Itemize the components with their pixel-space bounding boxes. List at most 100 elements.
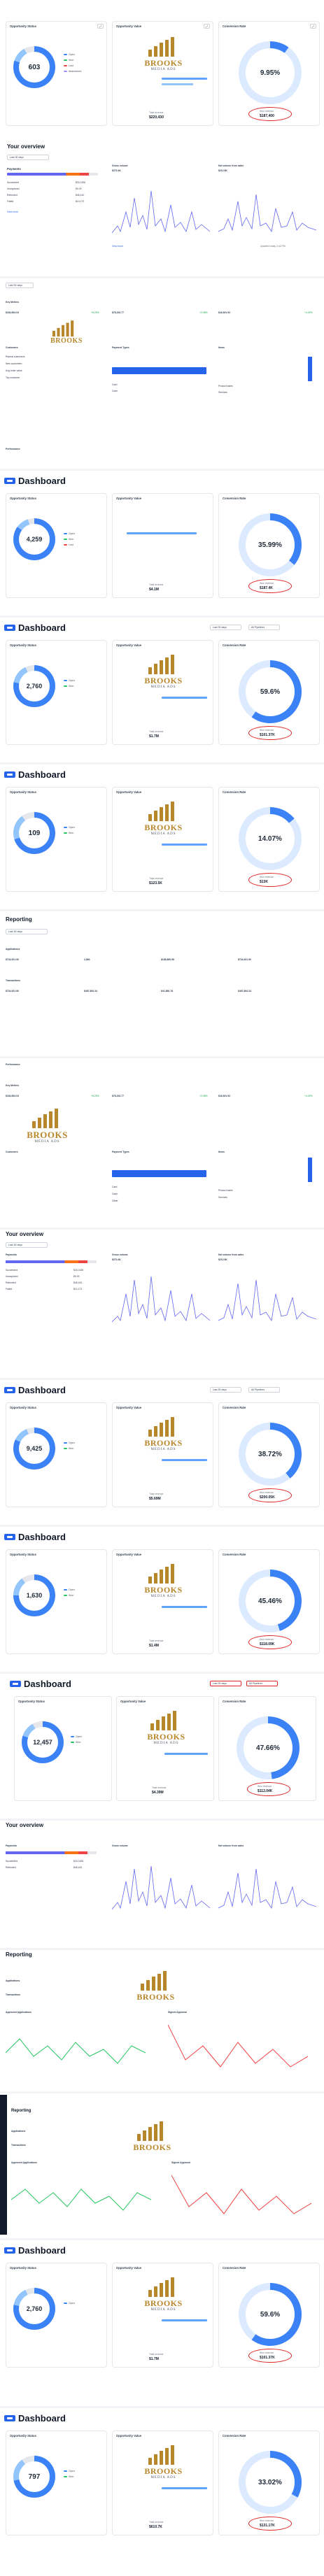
- card-title: Opportunity Value: [116, 2434, 142, 2438]
- total-revenue-value: $1.4M: [149, 1644, 159, 1648]
- reporting-title: Reporting: [6, 916, 32, 923]
- date-select[interactable]: Last 30 days: [210, 1387, 241, 1393]
- card-title: Conversion Rate: [223, 2266, 246, 2270]
- date-select[interactable]: Last 30 days: [210, 625, 241, 630]
- payment-row: Failed: [7, 200, 14, 203]
- performance-title: Performance: [6, 1063, 20, 1066]
- metric-value: $183,654.04: [6, 311, 19, 314]
- value-bar: [162, 844, 207, 846]
- payments-title: Payments: [7, 167, 21, 171]
- conversion-rate: 59.6%: [246, 2290, 295, 2339]
- divider: [0, 1672, 324, 1674]
- total-revenue-label: Total revenue: [149, 1493, 164, 1495]
- opportunity-value-card: Opportunity Value ⤢ BROOKS MEDIA ADS Tot…: [112, 21, 213, 126]
- conversion-rate: 45.46%: [246, 1577, 295, 1625]
- card-title: Opportunity Value: [116, 1553, 142, 1556]
- approved-apps-chart: [11, 2189, 151, 2211]
- view-more-link[interactable]: View more: [112, 245, 123, 248]
- payment-row: Cash: [112, 1193, 118, 1195]
- card-title: Opportunity Value: [116, 2266, 142, 2270]
- brand-name: BROOKS: [144, 1438, 183, 1448]
- conversion-rate-card: Conversion Rate 38.72% Won revenue $200.…: [218, 1402, 320, 1507]
- dashboard-section-6: Dashboard Opportunity Status 1,630 Open …: [0, 1528, 324, 1668]
- card-title: Opportunity Status: [10, 497, 36, 500]
- opportunity-status-card: Opportunity Status ⤢ 603 Open Won Lost A…: [6, 21, 107, 126]
- pipeline-select[interactable]: All Pipelines: [246, 1681, 278, 1686]
- txn-value: $734,921.90: [6, 990, 19, 992]
- status-count: 797: [19, 2461, 50, 2492]
- overview-date-select[interactable]: Last 30 days: [7, 155, 49, 160]
- customers-label: Customers: [6, 1151, 18, 1153]
- brand-name: BROOKS: [27, 1130, 68, 1140]
- opportunity-value-card: Opportunity Value BROOKS MEDIA ADS Total…: [112, 2431, 213, 2535]
- brand-tagline: MEDIA ADS: [150, 2476, 176, 2479]
- expand-icon[interactable]: ⤢: [97, 24, 104, 29]
- payments-card: Payments Succeeded $212,826 Uncaptured $…: [6, 164, 104, 262]
- dashboard-section-2: Dashboard Opportunity Status 4,259 Open …: [0, 472, 324, 612]
- total-revenue-value: $220,430: [149, 115, 164, 120]
- opportunity-value-card: Opportunity Value BROOKS MEDIA ADS Total…: [112, 1549, 213, 1654]
- pipeline-select[interactable]: All Pipelines: [248, 625, 280, 630]
- pipeline-select[interactable]: All Pipelines: [248, 1387, 280, 1393]
- brand-tagline: MEDIA ADS: [150, 685, 176, 689]
- payment-types-label: Payment Types: [112, 346, 129, 349]
- total-revenue-value: $4.39M: [152, 1791, 164, 1795]
- app-logo-icon: [4, 2247, 15, 2254]
- expand-icon[interactable]: ⤢: [310, 24, 316, 29]
- conversion-rate: 9.95%: [246, 48, 295, 97]
- brand-name: BROOKS: [144, 676, 183, 685]
- items-label: Items: [218, 1151, 225, 1153]
- metric-value: $78,234.77: [112, 1095, 124, 1097]
- gross-volume-spark: [112, 190, 210, 234]
- dashboard-title: Dashboard: [18, 476, 66, 486]
- legend-open: Open: [64, 532, 75, 535]
- date-select[interactable]: Last 30 days: [210, 1681, 241, 1686]
- payment-row: Refunded: [6, 1866, 16, 1869]
- brand-tagline: MEDIA ADS: [34, 1140, 60, 1144]
- net-volume-label: Net volume from sales: [218, 1844, 244, 1847]
- opportunity-value-card: Opportunity Value BROOKS MEDIA ADS Total…: [116, 1696, 214, 1801]
- brand-tagline: MEDIA ADS: [150, 1448, 176, 1451]
- view-more-link[interactable]: View more: [7, 211, 18, 213]
- card-title: Opportunity Value: [116, 1406, 142, 1409]
- value-bar: [127, 532, 197, 534]
- brand-name: BROOKS: [144, 1585, 183, 1595]
- opportunity-value-card: Opportunity Value BROOKS MEDIA ADS Total…: [112, 787, 213, 892]
- brooks-logo-icon: [148, 2445, 174, 2465]
- legend-open: Open: [64, 2470, 75, 2472]
- reporting-section-2: Reporting Applications Transactions BROO…: [0, 1951, 324, 2091]
- brand-tagline: MEDIA ADS: [150, 68, 176, 71]
- dashboard-section-5: Dashboard Last 30 days All Pipelines Opp…: [0, 1381, 324, 1521]
- payment-row: Card: [112, 1186, 118, 1188]
- divider: [0, 2406, 324, 2408]
- dashboard-title: Dashboard: [18, 1532, 66, 1542]
- card-title: Opportunity Value: [116, 643, 142, 647]
- legend-won: Won: [64, 685, 73, 688]
- overview-date-select[interactable]: Last 30 days: [6, 1242, 48, 1248]
- brand-name: BROOKS: [136, 1992, 175, 2002]
- conversion-rate-card: Conversion Rate ⤢ 9.95% Won revenue $187…: [218, 21, 320, 126]
- metric-value: $78,234.77: [112, 311, 124, 314]
- highlight-ellipse: [248, 2349, 292, 2363]
- expand-icon[interactable]: ⤢: [204, 24, 210, 29]
- highlight-ellipse: [248, 1488, 292, 1502]
- reporting-select[interactable]: Last 30 days: [6, 929, 48, 934]
- filter-select[interactable]: Last 30 days: [6, 283, 34, 288]
- card-title: Conversion Rate: [223, 24, 246, 28]
- gross-volume-label: Gross volume: [112, 1253, 128, 1256]
- txn-value: $487,894.34: [84, 990, 97, 992]
- gross-volume-spark: [112, 1276, 210, 1323]
- app-logo-icon: [4, 478, 15, 484]
- signed-approval-chart: [171, 2175, 311, 2214]
- status-count: 1,630: [19, 1580, 50, 1611]
- app-logo-icon: [4, 771, 15, 778]
- conversion-rate-card: Conversion Rate 33.02% Won revenue $131.…: [218, 2431, 320, 2535]
- metric-change: +4.02%: [304, 1095, 313, 1097]
- opportunity-status-card: Opportunity Status 12,457 Open Won: [14, 1696, 112, 1801]
- items-row: Services: [218, 1196, 228, 1199]
- payment-row: Refunded: [7, 194, 17, 197]
- brooks-logo-icon: [148, 802, 174, 821]
- brooks-logo-icon: [52, 320, 74, 337]
- brand-name: BROOKS: [133, 2142, 171, 2152]
- payment-row: Other: [112, 1200, 118, 1202]
